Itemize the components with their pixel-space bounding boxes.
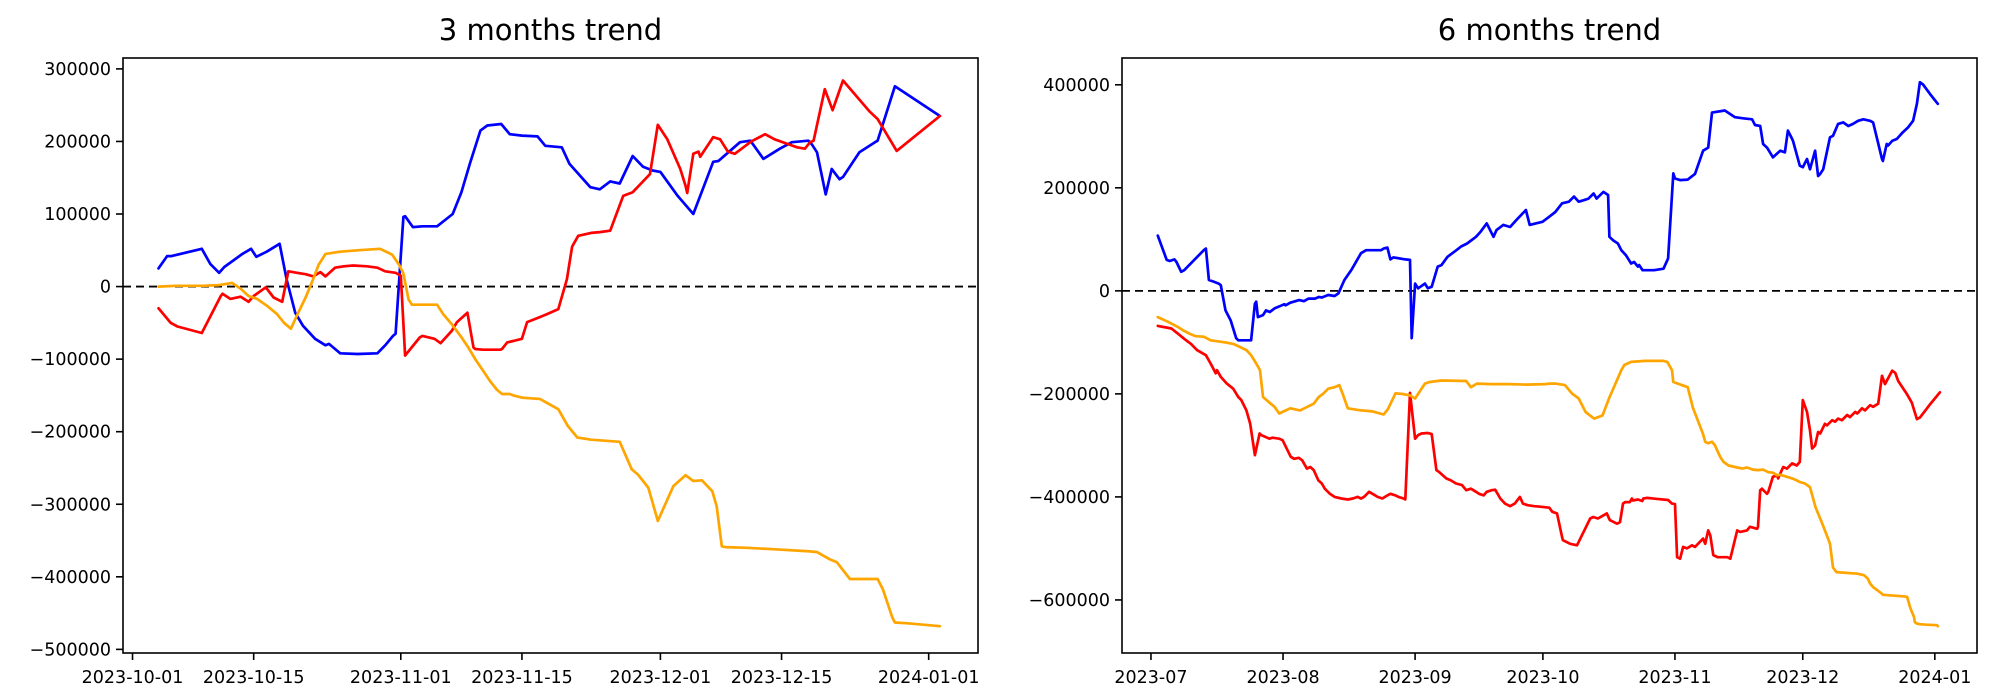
chart-title-3-months-trend: 3 months trend (438, 13, 663, 47)
chart-0: 300000 200000 100000 0 −100000 −200000 −300000… (30, 57, 980, 688)
x-tick-label: 2023-08 (1246, 668, 1319, 688)
x-tick-label: 2023-11-15 (471, 668, 573, 688)
series-orange (157, 247, 942, 628)
series-orange (1156, 315, 1940, 628)
x-tick-label: 2023-10-15 (203, 668, 305, 688)
y-tick-label: −500000 (30, 640, 111, 660)
chart-title-6-months-trend: 6 months trend (1437, 13, 1662, 47)
y-tick-label: 200000 (1043, 179, 1110, 199)
y-tick-label: −400000 (30, 568, 111, 588)
axes-spines (1121, 57, 1978, 654)
x-tick-label: 2023-12-01 (610, 668, 712, 688)
y-tick-label: −400000 (1029, 488, 1110, 508)
y-tick-label: −600000 (1029, 591, 1110, 611)
series-blue (157, 84, 942, 356)
y-tick-label: 300000 (44, 60, 111, 80)
x-tick-label: 2023-07 (1114, 668, 1187, 688)
x-tick-label: 2024-01-01 (878, 668, 980, 688)
x-tick-label: 2023-10 (1506, 668, 1579, 688)
y-tick-label: 400000 (1043, 76, 1110, 96)
chart-1: 400000 200000 0 −200000 −400000 −600000 2023-0… (1029, 57, 1978, 688)
series-red (1156, 324, 1942, 561)
y-tick-label: −200000 (30, 423, 111, 443)
x-tick-label: 2023-09 (1379, 668, 1452, 688)
x-tick-label: 2023-11-01 (350, 668, 452, 688)
series-blue (1156, 80, 1940, 342)
x-tick-label: 2024-01 (1898, 668, 1971, 688)
y-tick-label: −100000 (30, 350, 111, 370)
y-tick-label: 200000 (44, 132, 111, 152)
x-tick-label: 2023-12 (1766, 668, 1839, 688)
x-tick-label: 2023-10-01 (82, 668, 184, 688)
y-tick-label: 0 (100, 278, 111, 298)
y-tick-label: 0 (1099, 282, 1110, 302)
y-tick-label: 100000 (44, 205, 111, 225)
x-tick-label: 2023-11 (1638, 668, 1711, 688)
series-red (157, 79, 942, 357)
y-tick-label: −300000 (30, 495, 111, 515)
axes-spines (122, 57, 979, 654)
x-tick-label: 2023-12-15 (731, 668, 833, 688)
y-tick-label: −200000 (1029, 385, 1110, 405)
